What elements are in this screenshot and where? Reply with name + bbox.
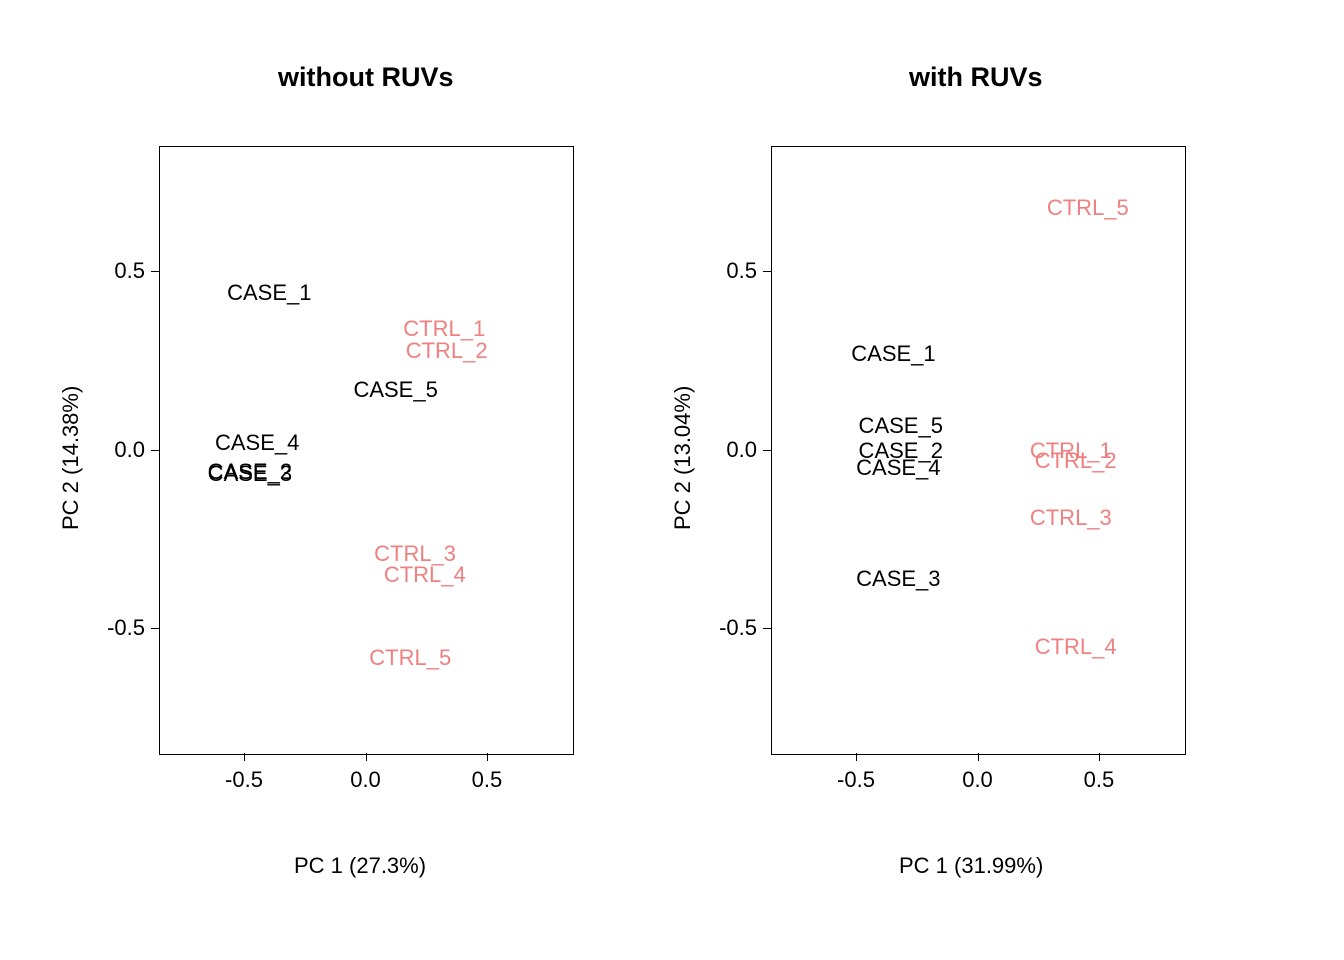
pca-point-label: CTRL_2 xyxy=(1035,448,1117,474)
pca-point-label: CASE_4 xyxy=(856,455,940,481)
xlabel-right: PC 1 (31.99%) xyxy=(899,853,1043,879)
pca-point-label: CASE_3 xyxy=(856,566,940,592)
xlabel-left: PC 1 (27.3%) xyxy=(294,853,426,879)
plot-area-left: CASE_1CASE_5CASE_4CASE_2CASE_3CTRL_1CTRL… xyxy=(159,146,574,755)
xtick-label: 0.5 xyxy=(1084,767,1115,793)
pca-point-label: CASE_4 xyxy=(215,430,299,456)
ytick-label: 0.0 xyxy=(726,437,757,463)
xtick-label: 0.0 xyxy=(350,767,381,793)
pca-point-label: CTRL_3 xyxy=(1030,505,1112,531)
ytick-label: 0.0 xyxy=(114,437,145,463)
xtick-mark xyxy=(487,753,488,761)
xtick-label: -0.5 xyxy=(837,767,875,793)
ylabel-right: PC 2 (13.04%) xyxy=(670,386,696,530)
pca-point-label: CTRL_4 xyxy=(384,562,466,588)
ytick-label: -0.5 xyxy=(719,615,757,641)
pca-point-label: CASE_1 xyxy=(227,280,311,306)
ytick-mark xyxy=(763,628,771,629)
plot-area-right: CTRL_5CASE_1CASE_5CASE_2CASE_4CTRL_1CTRL… xyxy=(771,146,1186,755)
pca-point-label: CASE_1 xyxy=(851,341,935,367)
panel-title-right: with RUVs xyxy=(909,62,1043,93)
pca-point-label: CASE_5 xyxy=(859,413,943,439)
pca-point-label: CTRL_4 xyxy=(1035,634,1117,660)
xtick-label: 0.0 xyxy=(962,767,993,793)
ytick-label: -0.5 xyxy=(107,615,145,641)
xtick-mark xyxy=(856,753,857,761)
xtick-label: -0.5 xyxy=(225,767,263,793)
pca-point-label: CTRL_5 xyxy=(1047,195,1129,221)
pca-point-label: CASE_5 xyxy=(353,377,437,403)
xtick-mark xyxy=(244,753,245,761)
pca-point-label: CASE_3 xyxy=(208,461,292,487)
pca-point-label: CTRL_2 xyxy=(406,338,488,364)
pca-point-label: CTRL_5 xyxy=(369,645,451,671)
ytick-mark xyxy=(151,271,159,272)
xtick-mark xyxy=(978,753,979,761)
ytick-mark xyxy=(151,450,159,451)
pca-figure: without RUVs PC 2 (14.38%) PC 1 (27.3%) … xyxy=(0,0,1344,960)
panel-title-left: without RUVs xyxy=(278,62,454,93)
ylabel-left: PC 2 (14.38%) xyxy=(58,386,84,530)
ytick-label: 0.5 xyxy=(726,258,757,284)
xtick-mark xyxy=(366,753,367,761)
ytick-label: 0.5 xyxy=(114,258,145,284)
xtick-label: 0.5 xyxy=(472,767,503,793)
ytick-mark xyxy=(151,628,159,629)
ytick-mark xyxy=(763,271,771,272)
xtick-mark xyxy=(1099,753,1100,761)
ytick-mark xyxy=(763,450,771,451)
